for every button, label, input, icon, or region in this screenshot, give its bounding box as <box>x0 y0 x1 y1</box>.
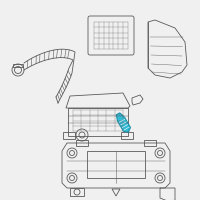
Bar <box>121 132 133 139</box>
Bar <box>144 140 156 146</box>
Bar <box>70 188 84 196</box>
Polygon shape <box>116 113 130 132</box>
Bar <box>76 140 88 146</box>
Bar <box>13 64 23 67</box>
Bar <box>87 151 145 178</box>
Bar <box>63 132 75 139</box>
